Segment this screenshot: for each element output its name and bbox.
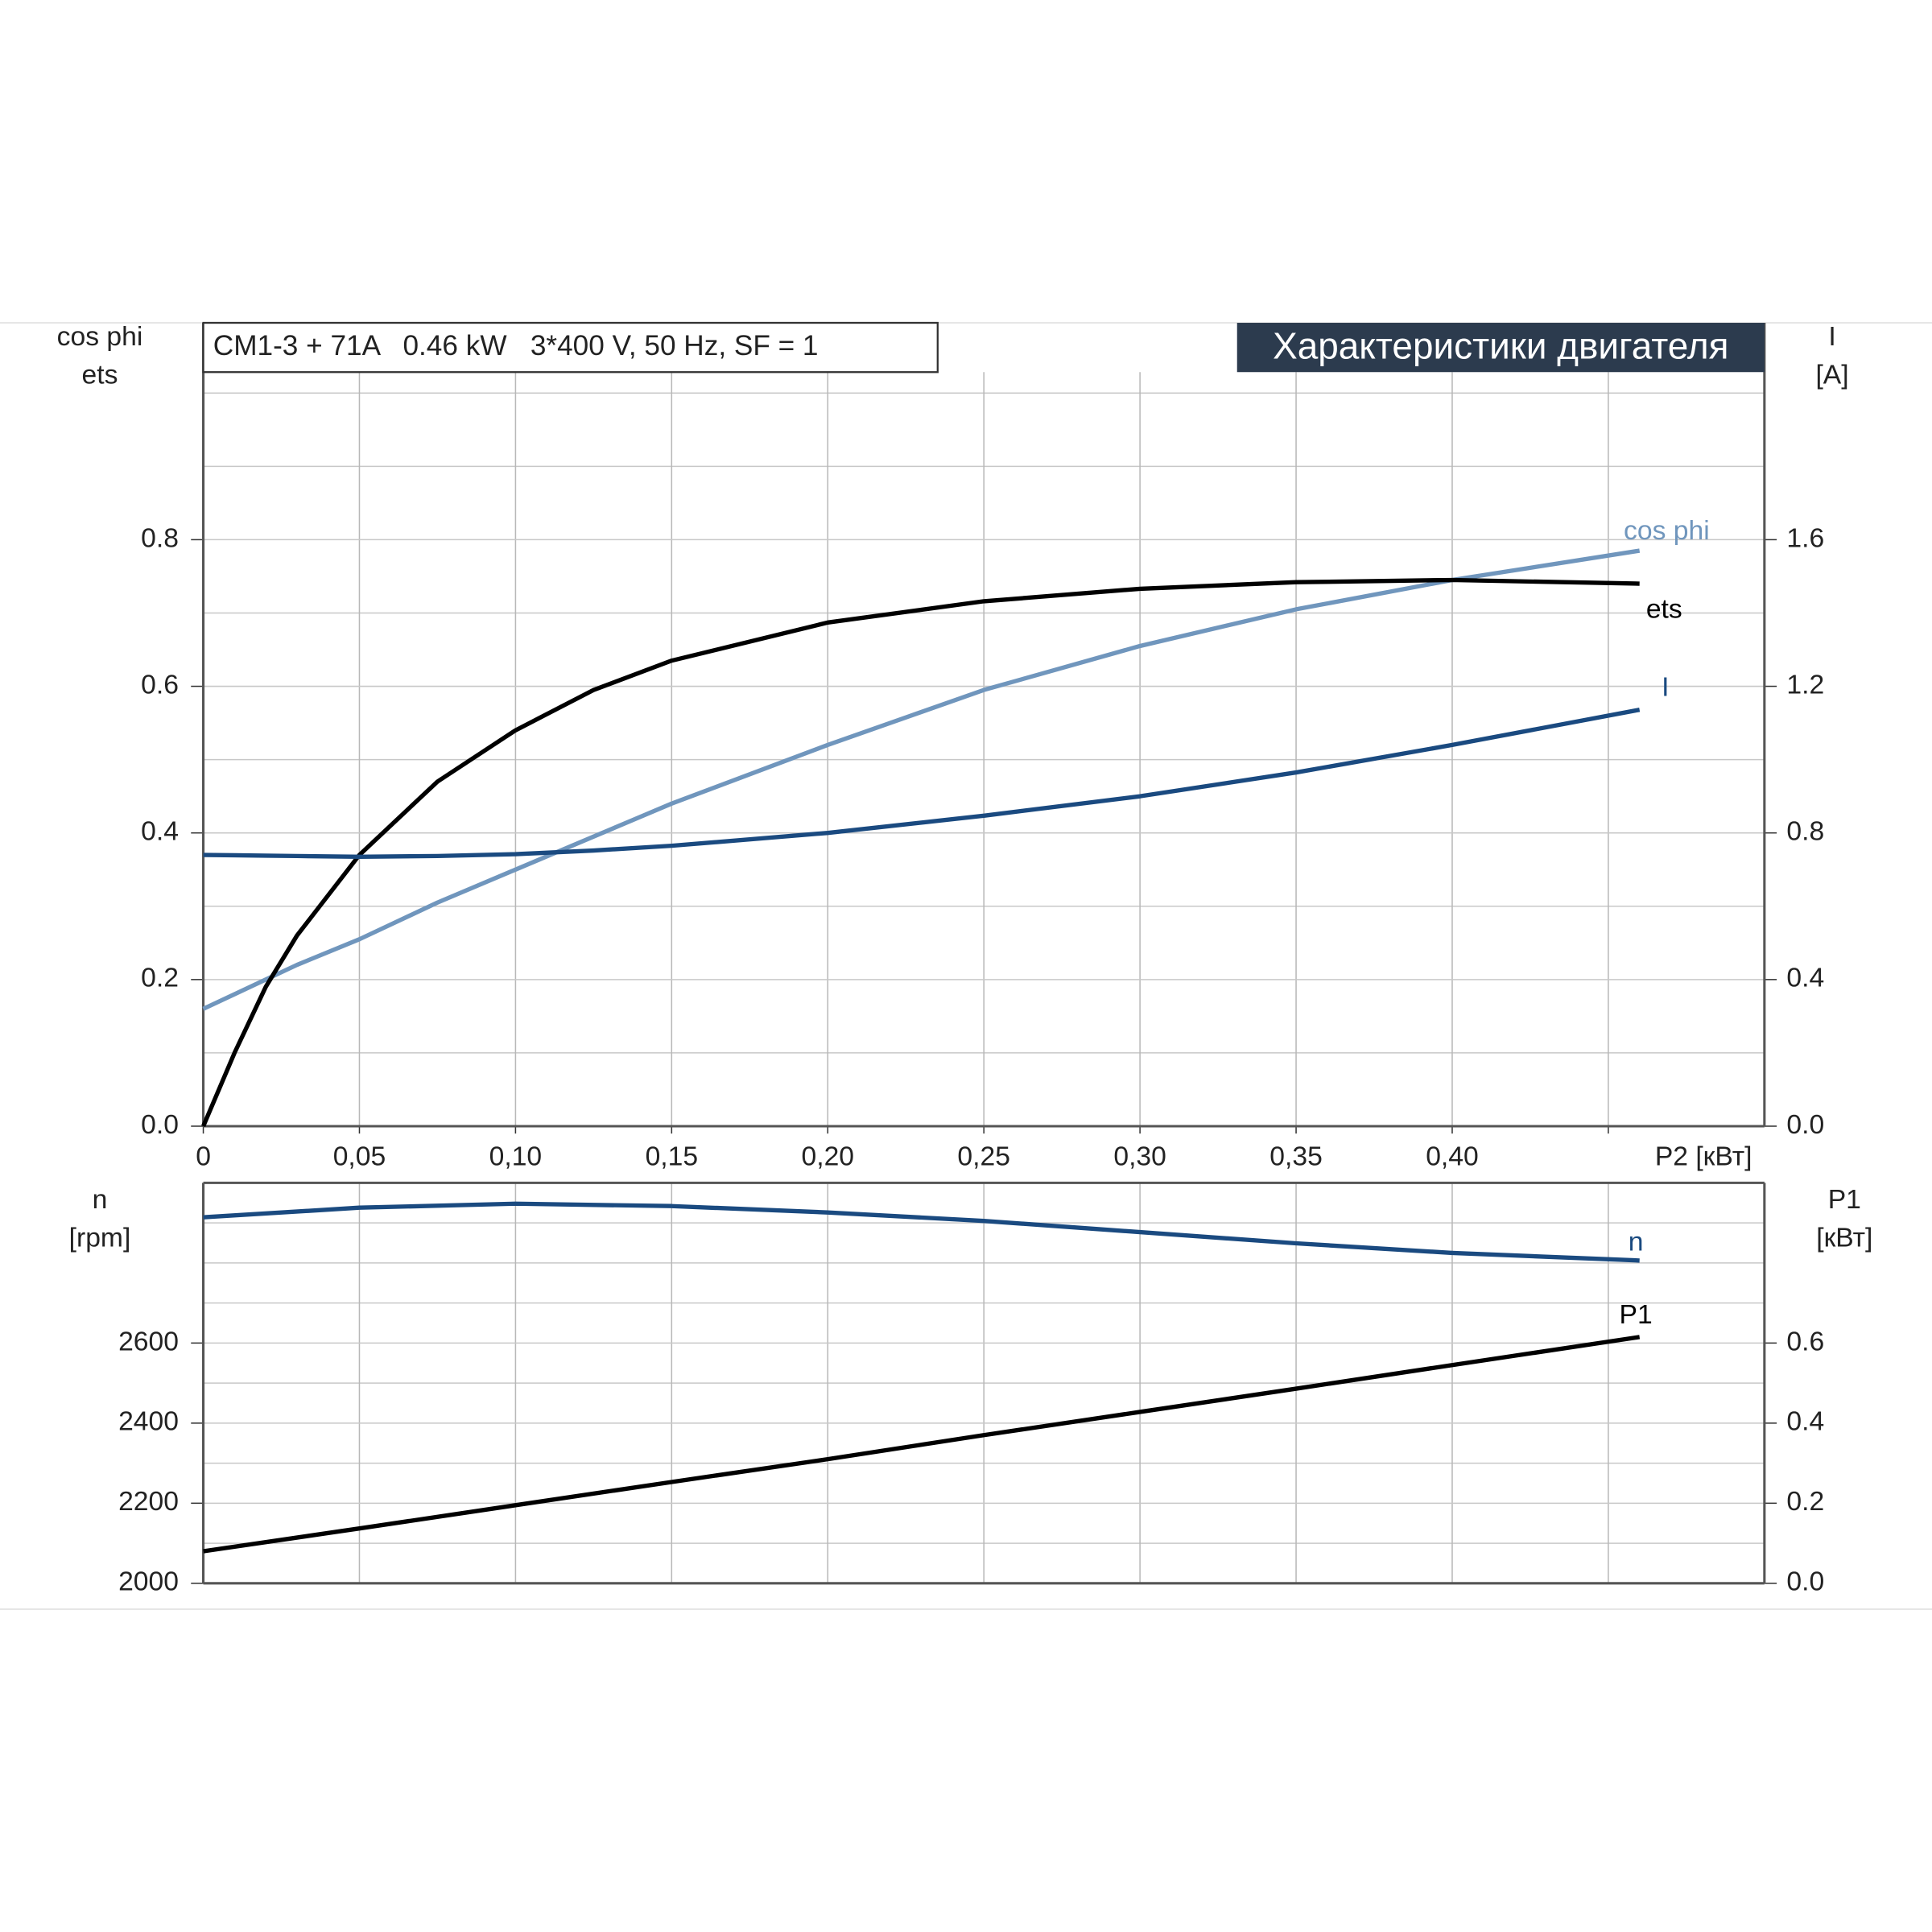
- series-label: ets: [1646, 595, 1682, 625]
- y-tick-label: 0.2: [141, 964, 179, 993]
- y2-tick-label: 0.0: [1786, 1110, 1824, 1140]
- y-axis-label: cos phi: [57, 322, 143, 352]
- y2-tick-label: 0.4: [1786, 1407, 1824, 1437]
- x-tick-label: 0,15: [646, 1142, 699, 1172]
- title-box: [202, 321, 939, 374]
- series-line: [202, 548, 1641, 1011]
- series-line: [203, 708, 1641, 859]
- y-tick-label: 0.6: [141, 670, 179, 700]
- y-axis-label: ets: [82, 360, 118, 390]
- x-tick-label: 0,30: [1113, 1142, 1166, 1172]
- series-label: cos phi: [1624, 516, 1710, 546]
- y-tick-label: 0.4: [141, 817, 179, 847]
- y-tick-label: 2600: [118, 1327, 179, 1356]
- y-axis-label: n: [93, 1185, 108, 1215]
- series-label: I: [1662, 673, 1669, 703]
- y-axis-label: [rpm]: [69, 1224, 131, 1253]
- x-tick-label: 0,40: [1426, 1142, 1479, 1172]
- series-label: P1: [1620, 1300, 1653, 1330]
- x-tick-label: 0,20: [802, 1142, 855, 1172]
- y2-axis-label: [A]: [1815, 360, 1848, 390]
- x-tick-label: 0,10: [489, 1142, 543, 1172]
- y2-axis-label: I: [1828, 322, 1835, 352]
- y-tick-label: 0.0: [141, 1110, 179, 1140]
- y2-tick-label: 0.4: [1786, 964, 1824, 993]
- y2-tick-label: 0.6: [1786, 1327, 1824, 1356]
- y-tick-label: 2000: [118, 1567, 179, 1597]
- chart-title: CM1-3 + 71A 0.46 kW 3*400 V, 50 Hz, SF =…: [213, 330, 819, 361]
- x-tick-label: 0,05: [333, 1142, 386, 1172]
- series-label: n: [1629, 1227, 1644, 1257]
- y-tick-label: 2200: [118, 1487, 179, 1517]
- y2-axis-label: P1: [1828, 1185, 1861, 1215]
- x-axis-label: P2 [кВт]: [1655, 1142, 1752, 1172]
- x-tick-label: 0,35: [1269, 1142, 1323, 1172]
- y-tick-label: 0.8: [141, 523, 179, 553]
- y2-tick-label: 1.2: [1786, 670, 1824, 700]
- series-line: [201, 577, 1640, 1128]
- series-line: [203, 1201, 1640, 1263]
- x-tick-label: 0,25: [957, 1142, 1010, 1172]
- y2-tick-label: 0.2: [1786, 1487, 1824, 1517]
- y2-tick-label: 0.0: [1786, 1567, 1824, 1597]
- subtitle-box: [1236, 323, 1765, 373]
- chart-subtitle: Характеристики двигателя: [1273, 324, 1728, 366]
- series-line: [203, 1335, 1641, 1554]
- y2-tick-label: 1.6: [1786, 523, 1824, 553]
- y2-axis-label: [кВт]: [1816, 1224, 1872, 1253]
- y2-tick-label: 0.8: [1786, 817, 1824, 847]
- y-tick-label: 2400: [118, 1407, 179, 1437]
- x-tick-label: 0: [196, 1142, 211, 1172]
